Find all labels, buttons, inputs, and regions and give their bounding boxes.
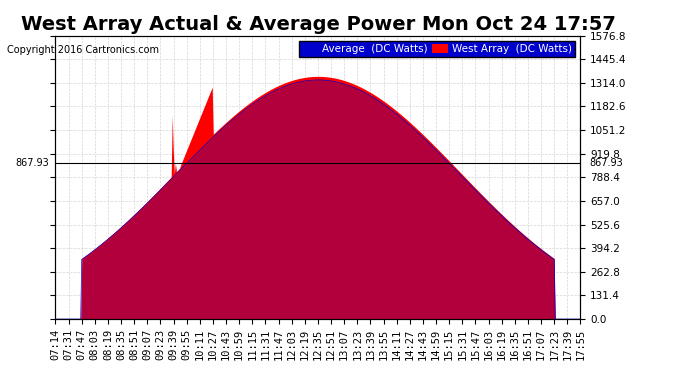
- Title: West Array Actual & Average Power Mon Oct 24 17:57: West Array Actual & Average Power Mon Oc…: [21, 15, 615, 34]
- Legend: Average  (DC Watts), West Array  (DC Watts): Average (DC Watts), West Array (DC Watts…: [299, 41, 575, 57]
- Text: Copyright 2016 Cartronics.com: Copyright 2016 Cartronics.com: [7, 45, 159, 55]
- Text: 867.93: 867.93: [590, 158, 624, 168]
- Text: 867.93: 867.93: [15, 158, 49, 168]
